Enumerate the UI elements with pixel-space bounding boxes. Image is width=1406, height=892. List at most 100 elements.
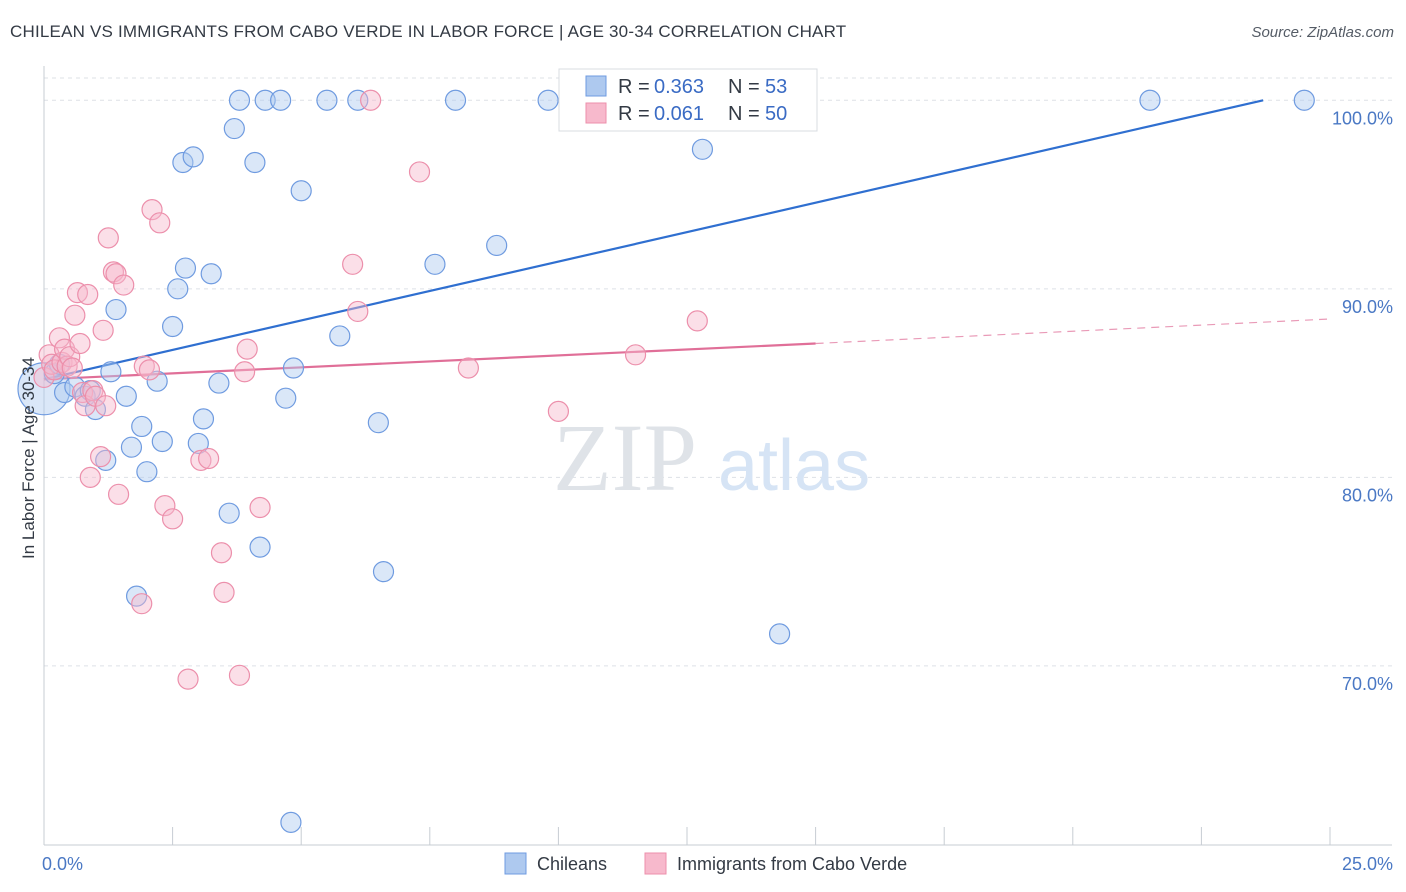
point-chileans-21 bbox=[182, 146, 204, 168]
point-chileans-33 bbox=[275, 387, 297, 409]
point-chileans-35 bbox=[282, 357, 305, 379]
legend-r-label-2: R = bbox=[618, 103, 650, 125]
point-chileans-50 bbox=[1139, 89, 1161, 111]
point-chileans-43 bbox=[444, 89, 467, 111]
point-chileans-31 bbox=[254, 89, 276, 111]
point-chileans-10 bbox=[115, 385, 137, 407]
y-tick-label-100: 100.0% bbox=[1332, 108, 1393, 128]
point-chileans-42 bbox=[424, 253, 446, 275]
point-chileans-40 bbox=[367, 412, 389, 434]
watermark: ZIP atlas bbox=[553, 404, 870, 511]
point-chileans-23 bbox=[192, 408, 215, 430]
point-chileans-30 bbox=[249, 536, 271, 558]
watermark-zip: ZIP bbox=[553, 404, 697, 511]
data-points bbox=[17, 89, 1315, 833]
bottom-legend-label-chileans: Chileans bbox=[537, 854, 607, 874]
axes bbox=[43, 66, 1392, 846]
trend-line-cabo-verde-extension bbox=[815, 318, 1331, 345]
point-cabo-verde-19 bbox=[89, 446, 112, 468]
point-cabo-verde-35 bbox=[190, 449, 212, 471]
legend-n-value-2: 50 bbox=[765, 103, 787, 125]
x-tick-label-min: 0.0% bbox=[42, 854, 83, 874]
point-cabo-verde-4 bbox=[48, 327, 71, 349]
legend-swatch-pink bbox=[585, 102, 607, 124]
point-cabo-verde-42 bbox=[249, 496, 271, 519]
point-cabo-verde-40 bbox=[234, 361, 256, 383]
legend-swatch-blue bbox=[585, 75, 607, 97]
trend-line-chileans bbox=[43, 99, 1264, 381]
point-cabo-verde-16 bbox=[79, 466, 101, 488]
point-chileans-17 bbox=[162, 315, 184, 338]
point-cabo-verde-46 bbox=[408, 161, 431, 183]
point-chileans-24 bbox=[200, 263, 222, 285]
point-chileans-46 bbox=[691, 138, 714, 160]
point-chileans-9 bbox=[105, 298, 127, 321]
point-cabo-verde-32 bbox=[154, 495, 176, 517]
point-cabo-verde-37 bbox=[210, 542, 233, 564]
point-cabo-verde-39 bbox=[228, 664, 251, 686]
point-chileans-37 bbox=[316, 89, 338, 111]
watermark-atlas: atlas bbox=[718, 426, 870, 506]
point-chileans-38 bbox=[329, 325, 351, 347]
point-cabo-verde-41 bbox=[236, 338, 258, 360]
trend-line-cabo-verde bbox=[43, 342, 816, 381]
point-cabo-verde-45 bbox=[360, 89, 382, 111]
point-chileans-29 bbox=[244, 151, 266, 174]
point-chileans-2 bbox=[53, 381, 76, 404]
point-chileans-34 bbox=[280, 811, 302, 833]
legend-n-label-2: N = bbox=[728, 103, 760, 125]
point-cabo-verde-29 bbox=[138, 359, 161, 381]
point-chileans-11 bbox=[120, 436, 143, 458]
point-chileans-19 bbox=[172, 151, 194, 174]
point-chileans-14 bbox=[136, 461, 158, 483]
bottom-legend-swatch-chileans bbox=[504, 852, 527, 875]
point-chileans-13 bbox=[131, 415, 153, 438]
chart-title: CHILEAN VS IMMIGRANTS FROM CABO VERDE IN… bbox=[10, 22, 847, 41]
x-tick-label-max: 25.0% bbox=[1342, 854, 1393, 874]
point-cabo-verde-22 bbox=[97, 227, 119, 249]
source-label: Source: ZipAtlas.com bbox=[1251, 24, 1394, 41]
legend: R = 0.363 N = 53 R = 0.061 N = 50 bbox=[558, 68, 818, 132]
point-chileans-15 bbox=[146, 370, 168, 392]
point-chileans-36 bbox=[290, 180, 312, 202]
legend-r-value-2: 0.061 bbox=[654, 103, 704, 125]
point-chileans-44 bbox=[486, 234, 508, 257]
point-cabo-verde-20 bbox=[92, 319, 114, 341]
point-cabo-verde-15 bbox=[77, 283, 99, 306]
point-chileans-49 bbox=[768, 623, 791, 645]
point-cabo-verde-48 bbox=[547, 400, 570, 422]
point-chileans-22 bbox=[187, 432, 209, 455]
point-chileans-26 bbox=[218, 502, 240, 524]
point-chileans-32 bbox=[270, 89, 292, 111]
point-cabo-verde-38 bbox=[213, 581, 235, 603]
point-chileans-41 bbox=[372, 561, 395, 583]
point-chileans-18 bbox=[167, 278, 189, 300]
y-axis-label: In Labor Force | Age 30-34 bbox=[19, 357, 38, 559]
point-cabo-verde-50 bbox=[686, 310, 708, 332]
point-chileans-20 bbox=[174, 257, 197, 279]
trend-lines bbox=[43, 99, 1331, 381]
point-cabo-verde-44 bbox=[347, 300, 369, 323]
point-cabo-verde-30 bbox=[141, 199, 163, 221]
point-cabo-verde-31 bbox=[149, 212, 171, 234]
y-tick-labels: 70.0% 80.0% 90.0% 100.0% bbox=[1332, 108, 1393, 694]
point-chileans-39 bbox=[347, 89, 369, 111]
legend-n-value-1: 53 bbox=[765, 76, 787, 98]
point-cabo-verde-49 bbox=[624, 344, 647, 366]
y-tick-label-80: 80.0% bbox=[1342, 485, 1393, 505]
bottom-legend-label-cabo-verde: Immigrants from Cabo Verde bbox=[677, 854, 907, 874]
y-tick-label-70: 70.0% bbox=[1342, 674, 1393, 694]
point-cabo-verde-34 bbox=[177, 668, 199, 690]
point-cabo-verde-27 bbox=[131, 593, 153, 615]
point-cabo-verde-24 bbox=[105, 263, 127, 285]
point-cabo-verde-21 bbox=[95, 395, 117, 417]
point-chileans-16 bbox=[151, 430, 173, 453]
point-cabo-verde-25 bbox=[107, 483, 130, 505]
point-chileans-25 bbox=[208, 372, 230, 394]
point-chileans-45 bbox=[537, 89, 559, 111]
legend-n-label-1: N = bbox=[728, 76, 760, 98]
point-cabo-verde-26 bbox=[113, 274, 135, 296]
point-cabo-verde-47 bbox=[457, 357, 479, 379]
bottom-legend: Chileans Immigrants from Cabo Verde bbox=[504, 852, 907, 875]
